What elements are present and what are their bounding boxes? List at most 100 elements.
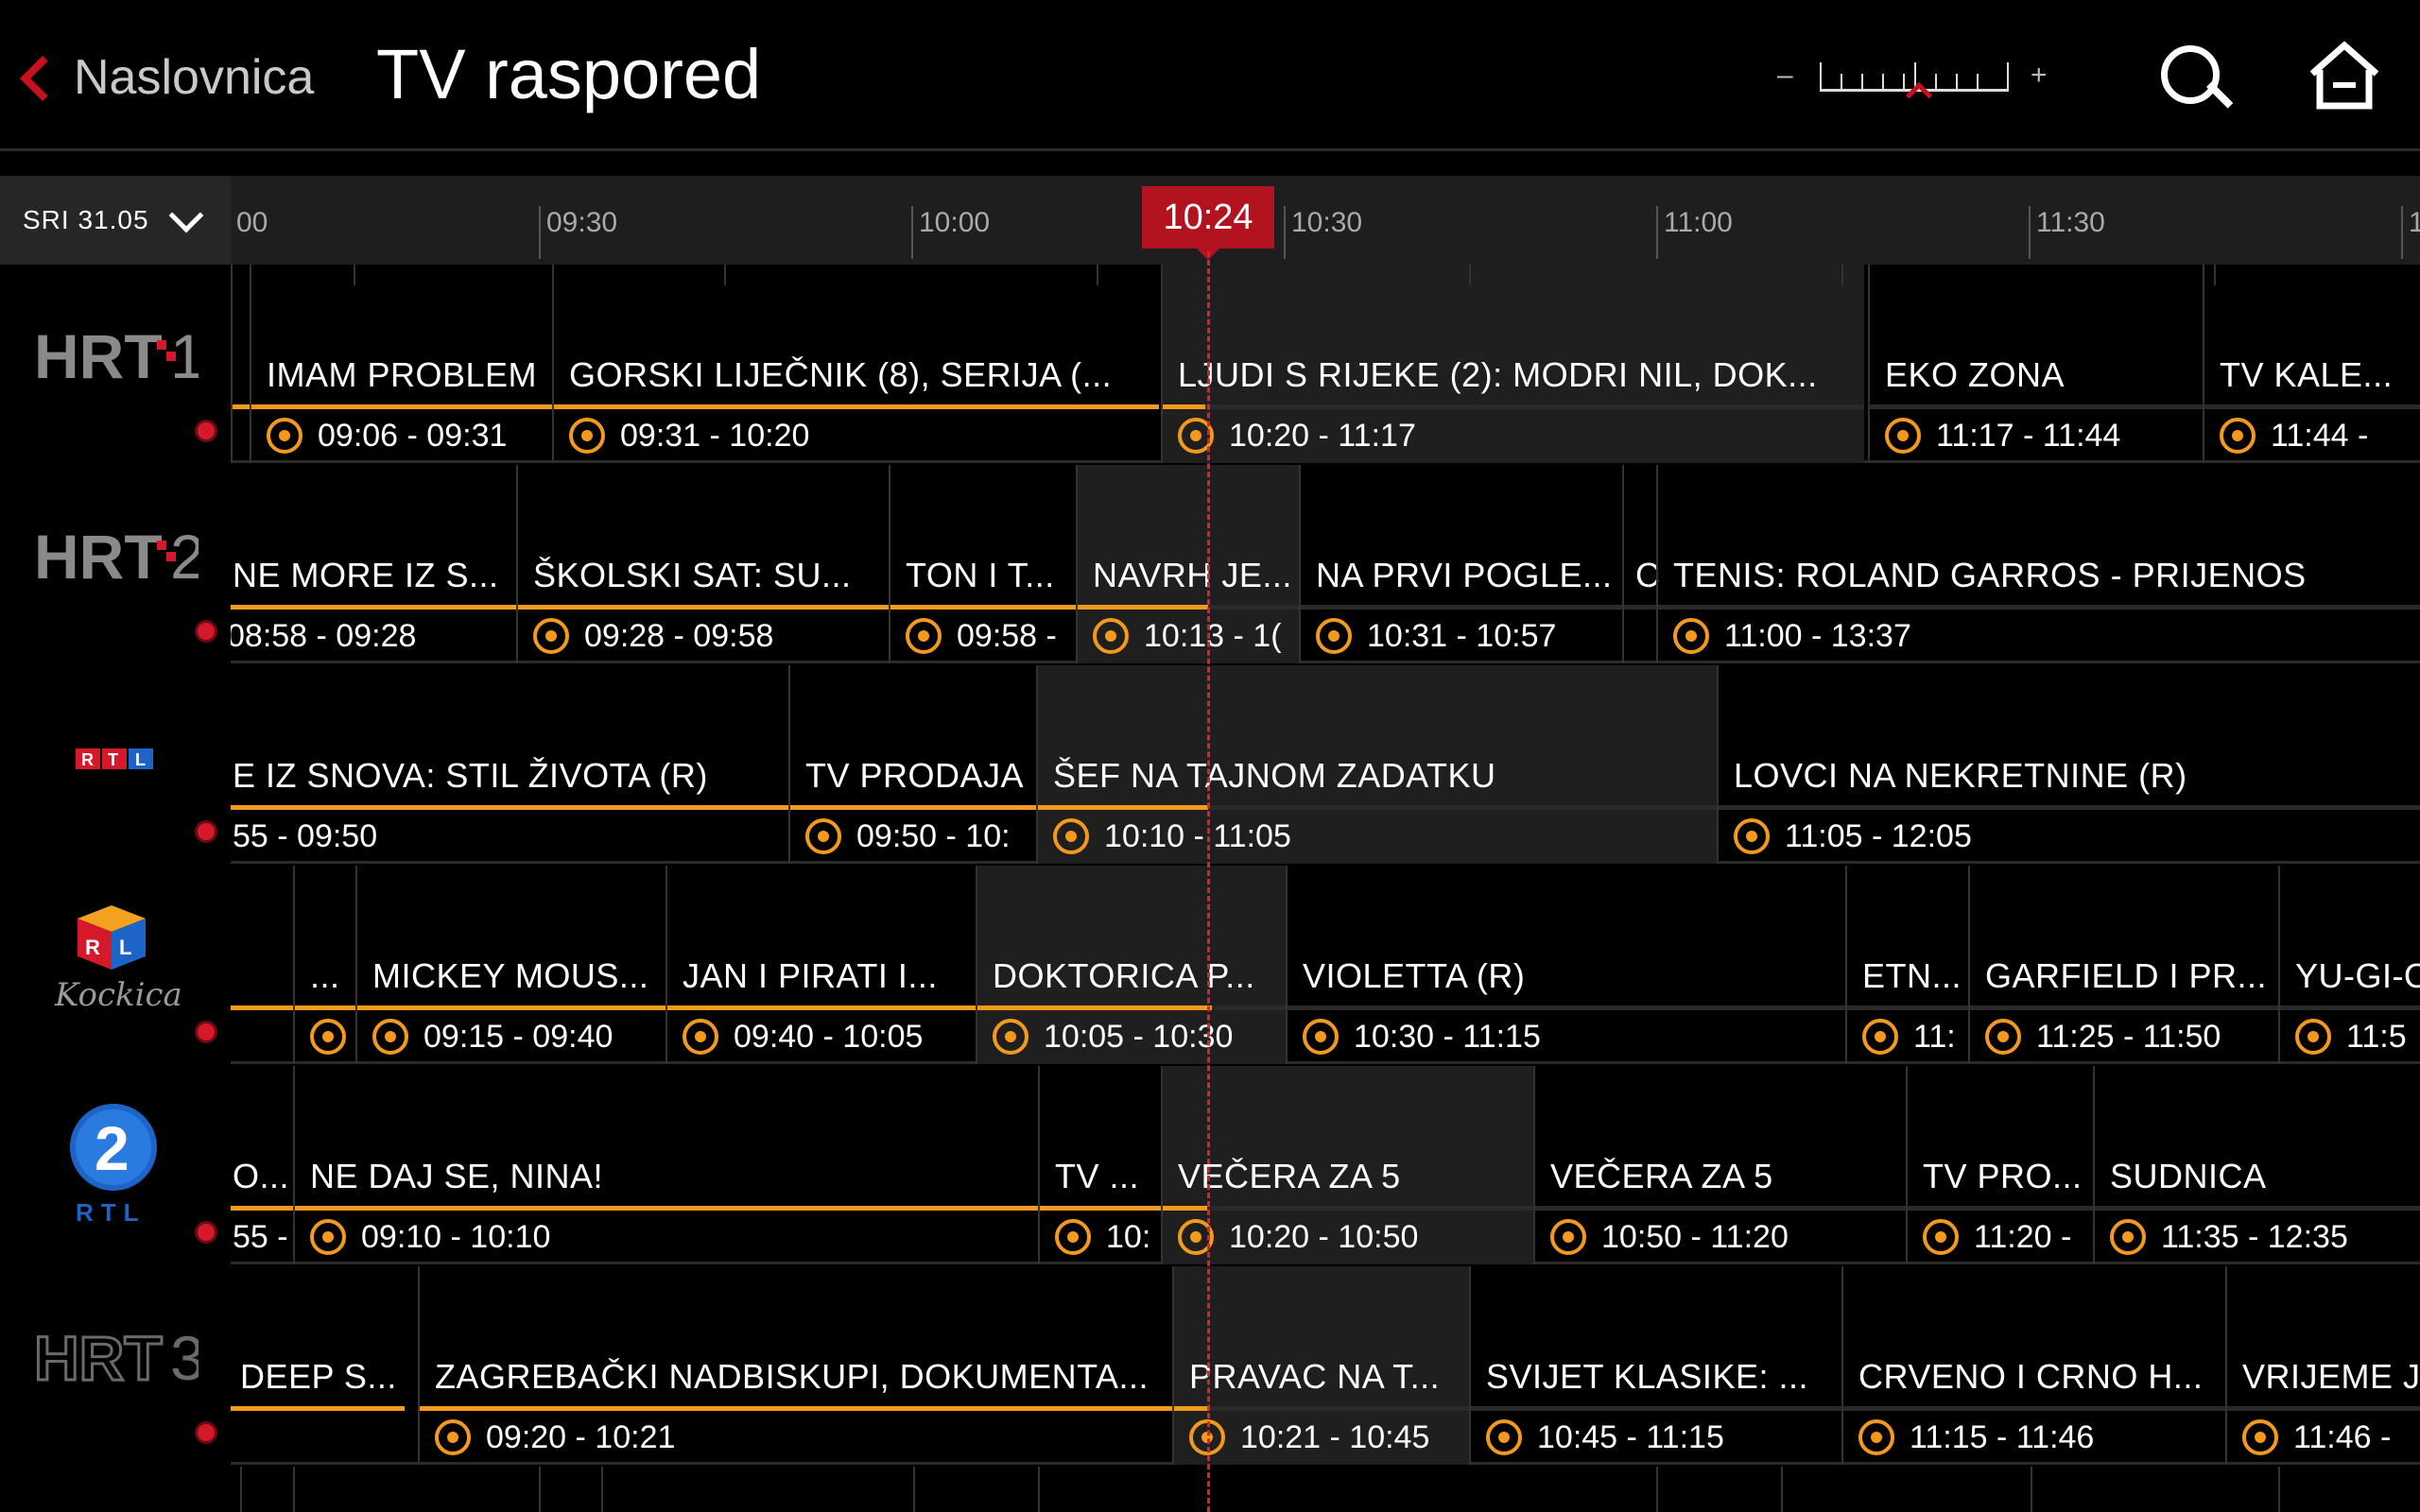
time-label: 11:00 xyxy=(1656,206,1733,259)
progress-bar xyxy=(1719,805,2420,810)
program-cell[interactable]: VIOLETTA (R) 10:30 - 11:15 xyxy=(1286,866,1845,1064)
record-icon[interactable] xyxy=(195,1221,217,1244)
channel-logo-hrt1[interactable]: HRT 1 xyxy=(0,265,231,463)
program-title: C xyxy=(1635,556,1661,594)
channel-logo-hrt2[interactable]: HRT 2 xyxy=(0,465,231,663)
clock-icon xyxy=(310,1019,346,1055)
program-cell[interactable]: ETN... 11: xyxy=(1845,866,1968,1064)
program-cell-current[interactable]: PRAVAC NA T... 10:21 - 10:45 xyxy=(1172,1266,1469,1465)
progress-bar xyxy=(1870,404,2203,409)
zoom-in-button[interactable]: + xyxy=(2031,60,2048,91)
program-cell[interactable]: VRIJEME J 11:46 - xyxy=(2225,1266,2420,1465)
program-cell[interactable]: TON I T... 09:58 - xyxy=(889,465,1076,663)
svg-text:HRT: HRT xyxy=(34,321,163,391)
program-cell[interactable]: TV PRO... 11:20 - xyxy=(1906,1066,2093,1264)
program-title: GARFIELD I PR... xyxy=(1985,956,2268,995)
home-icon[interactable] xyxy=(2307,38,2382,113)
record-icon[interactable] xyxy=(195,1421,217,1444)
program-cell[interactable]: ... xyxy=(293,866,355,1064)
progress-bar xyxy=(890,605,1076,610)
progress-bar xyxy=(231,605,516,610)
record-icon[interactable] xyxy=(195,820,217,843)
program-cell-current[interactable]: NAVRH JE... 10:13 - 1( xyxy=(1076,465,1299,663)
program-cell[interactable]: NA PRVI POGLE... 10:31 - 10:57 xyxy=(1299,465,1622,663)
program-cell[interactable]: YU-GI-O 11:5 xyxy=(2278,866,2420,1064)
program-cell[interactable]: MICKEY MOUS... 09:15 - 09:40 xyxy=(355,866,666,1064)
progress-bar xyxy=(1843,1406,2225,1411)
channel-logo-kockica[interactable]: R L Kockica xyxy=(0,866,231,1064)
channel-logo-rtl2[interactable]: 2 RTL xyxy=(0,1066,231,1264)
program-cell[interactable]: SUDNICA 11:35 - 12:35 xyxy=(2093,1066,2420,1264)
program-cell[interactable]: CRVENO I CRNO H... 11:15 - 11:46 xyxy=(1841,1266,2225,1465)
date-selector[interactable]: SRI 31.05 xyxy=(0,176,231,265)
zoom-out-button[interactable]: – xyxy=(1777,60,1793,91)
program-cell[interactable]: E IZ SNOVA: STIL ŽIVOTA (R) 55 - 09:50 xyxy=(231,665,788,864)
clock-icon xyxy=(1055,1219,1091,1255)
program-time: 10:20 - 11:17 xyxy=(1178,414,1416,457)
time-label: 00 xyxy=(236,207,268,238)
program-time: 10: xyxy=(1055,1215,1150,1259)
program-cell[interactable] xyxy=(231,866,293,1064)
program-cell[interactable]: TV ... 10: xyxy=(1038,1066,1161,1264)
program-cell[interactable]: GORSKI LIJEČNIK (8), SERIJA (... 09:31 -… xyxy=(552,265,1159,463)
back-button[interactable]: Naslovnica xyxy=(17,40,314,115)
program-cell[interactable]: JAN I PIRATI I... 09:40 - 10:05 xyxy=(666,866,976,1064)
time-label: 09:30 xyxy=(539,206,617,259)
program-cell-current[interactable]: DOKTORICA P... 10:05 - 10:30 xyxy=(976,866,1286,1064)
program-cell[interactable]: ZAGREBAČKI NADBISKUPI, DOKUMENTA... 09:2… xyxy=(418,1266,1172,1465)
program-cell[interactable]: TV KALE... 11:44 - xyxy=(2203,265,2420,463)
record-icon[interactable] xyxy=(195,1021,217,1043)
svg-text:R: R xyxy=(81,750,94,769)
program-time: 09:58 - xyxy=(906,614,1057,658)
program-title: NE MORE IZ S... xyxy=(233,556,499,594)
program-cell[interactable]: VEČERA ZA 5 10:50 - 11:20 xyxy=(1533,1066,1906,1264)
program-cell[interactable]: IMAM PROBLEM 09:06 - 09:31 xyxy=(250,265,571,463)
program-cell[interactable]: ŠKOLSKI SAT: SU... 09:28 - 09:58 xyxy=(516,465,889,663)
progress-bar xyxy=(1288,1005,1845,1010)
clock-icon xyxy=(569,418,605,454)
program-cell-current[interactable]: ŠEF NA TAJNOM ZADATKU 10:10 - 11:05 xyxy=(1036,665,1717,864)
program-cell[interactable]: EKO ZONA 11:17 - 11:44 xyxy=(1868,265,2203,463)
program-title: LJUDI S RIJEKE (2): MODRI NIL, DOK... xyxy=(1178,355,1818,394)
clock-icon xyxy=(2242,1419,2278,1455)
record-icon[interactable] xyxy=(195,620,217,643)
clock-icon xyxy=(1985,1019,2021,1055)
program-cell[interactable] xyxy=(231,265,250,463)
program-time: 10:31 - 10:57 xyxy=(1316,614,1556,658)
program-cell[interactable]: O... 55 - xyxy=(231,1066,293,1264)
program-cell-current[interactable]: VEČERA ZA 5 10:20 - 10:50 xyxy=(1161,1066,1533,1264)
progress-bar xyxy=(1040,1206,1161,1211)
search-icon[interactable] xyxy=(2155,40,2231,115)
zoom-slider[interactable]: – + xyxy=(1768,52,2061,118)
program-cell[interactable]: GARFIELD I PR... 11:25 - 11:50 xyxy=(1968,866,2278,1064)
program-cell-current[interactable]: LJUDI S RIJEKE (2): MODRI NIL, DOK... 10… xyxy=(1161,265,1864,463)
program-time: 11:17 - 11:44 xyxy=(1885,414,2120,457)
channel-row-kockica: R L Kockica ... MICKEY MOUS... 09:15 - 0… xyxy=(0,866,2420,1064)
channel-logo-rtl[interactable]: R T L xyxy=(0,665,231,864)
program-cell[interactable]: DEEP S... xyxy=(231,1266,405,1465)
progress-bar xyxy=(1163,404,1864,409)
zoom-scale[interactable] xyxy=(1820,62,2009,92)
program-cell[interactable]: TV PRODAJA 09:50 - 10: xyxy=(788,665,1036,864)
record-icon[interactable] xyxy=(195,420,217,442)
program-cell[interactable]: NE MORE IZ S... 08:58 - 09:28 xyxy=(231,465,516,663)
program-cell[interactable]: SVIJET KLASIKE: ... 10:45 - 11:15 xyxy=(1469,1266,1841,1465)
program-cell[interactable]: TENIS: ROLAND GARROS - PRIJENOS 11:00 - … xyxy=(1656,465,2420,663)
program-cell[interactable]: LOVCI NA NEKRETNINE (R) 11:05 - 12:05 xyxy=(1717,665,2420,864)
program-time: 10:05 - 10:30 xyxy=(993,1015,1233,1058)
progress-bar xyxy=(295,1206,1038,1211)
program-grid: IMAM PROBLEM 09:06 - 09:31 GORSKI LIJEČN… xyxy=(231,265,2420,463)
program-cell[interactable]: NE DAJ SE, NINA! 09:10 - 10:10 xyxy=(293,1066,1038,1264)
channel-logo-hrt3[interactable]: HRT 3 xyxy=(0,1266,231,1465)
channel-row-rtl2: 2 RTL O... 55 - NE DAJ SE, NINA! 09:10 -… xyxy=(0,1066,2420,1264)
program-cell[interactable]: C xyxy=(1622,465,1660,663)
progress-bar xyxy=(1535,1206,1906,1211)
svg-text:HRT: HRT xyxy=(34,522,163,592)
program-time: 11:20 - xyxy=(1923,1215,2071,1259)
program-title: TENIS: ROLAND GARROS - PRIJENOS xyxy=(1673,556,2307,594)
chevron-left-icon xyxy=(17,49,53,106)
channel-row-rtl: R T L E IZ SNOVA: STIL ŽIVOTA (R) 55 - 0… xyxy=(0,665,2420,864)
clock-icon xyxy=(1885,418,1921,454)
progress-bar xyxy=(1970,1005,2278,1010)
program-grid: O... 55 - NE DAJ SE, NINA! 09:10 - 10:10… xyxy=(231,1066,2420,1264)
